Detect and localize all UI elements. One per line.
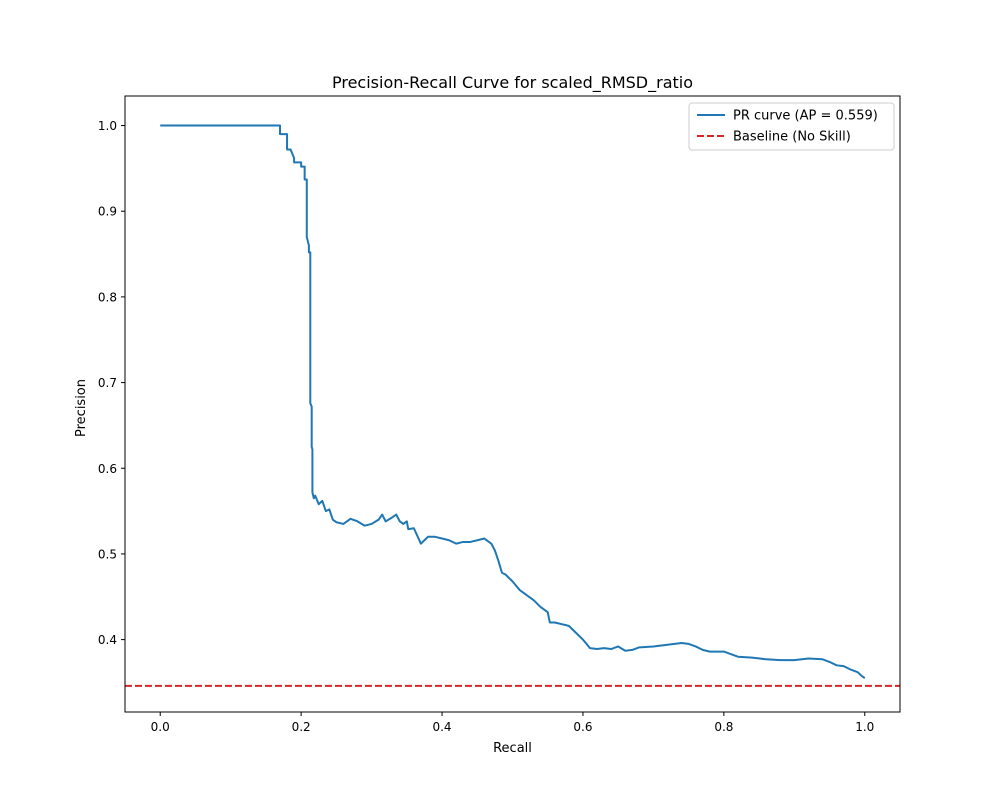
y-tick-label: 0.7 xyxy=(98,376,117,390)
legend: PR curve (AP = 0.559) Baseline (No Skill) xyxy=(688,102,895,151)
chart-title: Precision-Recall Curve for scaled_RMSD_r… xyxy=(332,73,693,93)
y-tick-label: 0.4 xyxy=(98,633,117,647)
x-axis-label: Recall xyxy=(493,741,532,756)
y-tick-label: 0.5 xyxy=(98,547,117,561)
x-tick-label: 0.6 xyxy=(573,720,592,734)
x-tick-label: 0.0 xyxy=(151,720,170,734)
legend-label: PR curve (AP = 0.559) xyxy=(733,109,878,124)
x-tick-label: 0.4 xyxy=(432,720,451,734)
series-line-0 xyxy=(160,124,866,679)
plot-area: 0.0 0.2 0.4 0.6 0.8 1.0 0.4 0.5 0.6 0.7 0.8 0.9 1.0 xyxy=(98,95,901,734)
x-tick-label: 1.0 xyxy=(855,720,874,734)
legend-label: Baseline (No Skill) xyxy=(733,130,851,145)
x-tick-label: 0.8 xyxy=(714,720,733,734)
y-axis-label: Precision xyxy=(74,379,89,437)
y-tick-label: 1.0 xyxy=(98,119,117,133)
axes-frame xyxy=(124,95,901,713)
y-tick-label: 0.6 xyxy=(98,462,117,476)
x-tick-label: 0.2 xyxy=(292,720,311,734)
legend-box xyxy=(688,102,895,151)
y-tick-label: 0.9 xyxy=(98,205,117,219)
y-tick-label: 0.8 xyxy=(98,290,117,304)
